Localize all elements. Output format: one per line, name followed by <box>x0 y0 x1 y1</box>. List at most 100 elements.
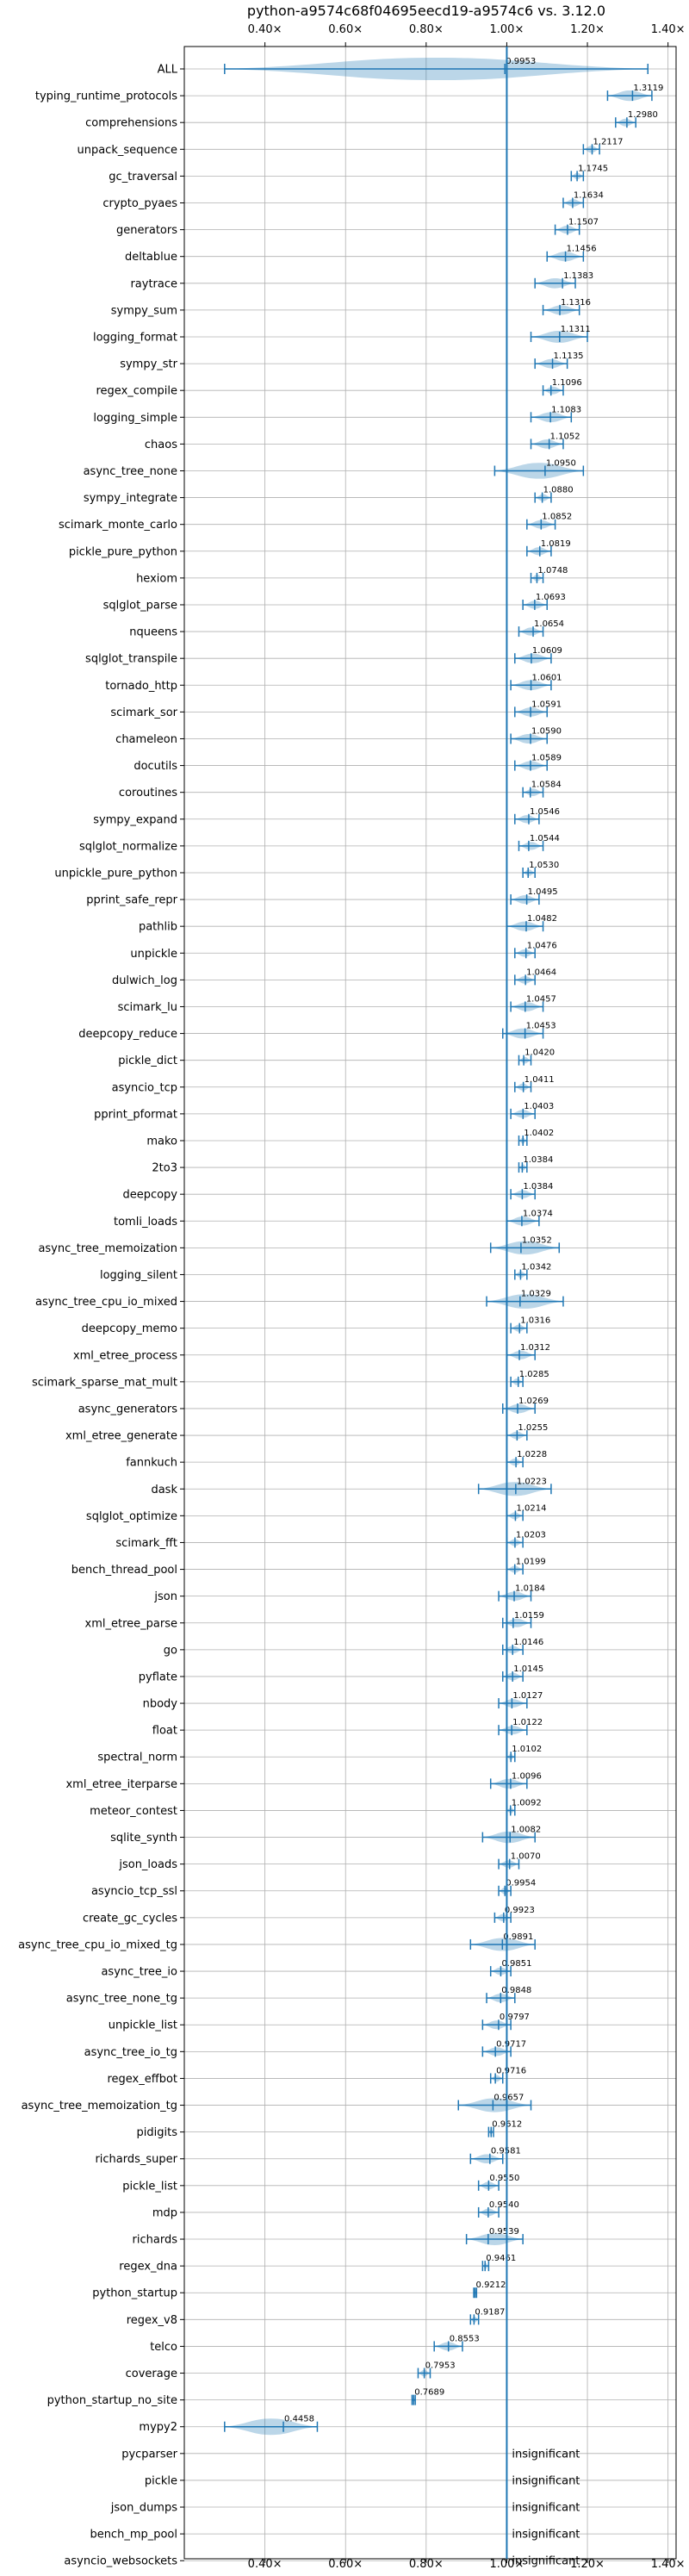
benchmark-label: coverage <box>126 2368 177 2380</box>
value-label: 1.0530 <box>529 861 559 870</box>
value-label: 1.0255 <box>518 1423 548 1433</box>
benchmark-label: logging_format <box>93 331 177 344</box>
benchmark-label: sympy_integrate <box>84 492 177 505</box>
benchmark-label: unpack_sequence <box>77 144 177 157</box>
benchmark-label: mdp <box>152 2206 177 2219</box>
axis-layer: 0.40× 0.40× 0.60× 0.60× 0.80× 0.80× 1.00× 1.00×… <box>18 23 685 2571</box>
benchmark-label: pickle <box>145 2474 177 2487</box>
benchmark-label: nqueens <box>129 626 177 639</box>
benchmark-label: unpickle <box>130 948 177 961</box>
benchmark-label: fannkuch <box>126 1457 177 1470</box>
value-label: 1.0544 <box>530 834 560 843</box>
benchmark-label: pickle_pure_python <box>69 545 177 558</box>
x-tick-label-top: 1.40× <box>651 23 686 36</box>
benchmark-label: crypto_pyaes <box>102 197 177 210</box>
value-label: 1.0122 <box>512 1718 543 1727</box>
benchmark-label: asyncio_websockets <box>64 2555 177 2568</box>
value-label: 1.1383 <box>563 271 593 281</box>
benchmark-label: scimark_fft <box>115 1537 177 1550</box>
value-label: 1.0203 <box>516 1530 546 1540</box>
benchmark-label: regex_v8 <box>127 2314 177 2327</box>
x-tick-label-top: 1.20× <box>570 23 605 36</box>
benchmark-label: float <box>152 1725 177 1738</box>
benchmark-label: deepcopy_reduce <box>78 1028 177 1041</box>
value-label: 0.9187 <box>475 2307 505 2317</box>
benchmark-label: unpickle_list <box>109 2019 177 2032</box>
benchmark-label: deepcopy <box>122 1189 177 1202</box>
benchmark-label: hexiom <box>136 572 177 585</box>
benchmark-label: sympy_str <box>120 358 177 371</box>
value-label: 0.9657 <box>493 2094 524 2103</box>
benchmark-label: deltablue <box>125 251 177 264</box>
value-label: 1.0127 <box>512 1691 543 1701</box>
insignificant-label: insignificant <box>512 2474 580 2487</box>
x-tick-label-top: 1.00× <box>490 23 525 36</box>
benchmark-label: async_tree_io_tg <box>84 2046 177 2059</box>
value-label: 1.0546 <box>530 807 560 817</box>
benchmark-label: spectral_norm <box>97 1752 177 1764</box>
benchmark-label: pprint_safe_repr <box>86 894 177 907</box>
benchmark-label: nbody <box>143 1698 178 1711</box>
value-label: 1.0403 <box>524 1102 554 1111</box>
benchmark-label: sympy_expand <box>93 813 177 826</box>
benchmark-label: async_tree_io <box>101 1966 177 1979</box>
benchmark-label: bench_mp_pool <box>90 2529 177 2542</box>
x-tick-label-bottom: 0.80× <box>409 2558 444 2571</box>
x-tick-label-bottom: 1.20× <box>570 2558 605 2571</box>
benchmark-label: unpickle_pure_python <box>54 867 177 880</box>
value-label: 0.9461 <box>486 2254 516 2263</box>
value-label: 1.2117 <box>593 137 624 146</box>
value-label: 1.1316 <box>561 298 591 308</box>
x-tick-label-bottom: 1.00× <box>490 2558 525 2571</box>
value-label: 1.0453 <box>526 1022 556 1031</box>
value-label: 1.0312 <box>520 1343 550 1353</box>
benchmark-label: scimark_lu <box>118 1001 177 1014</box>
value-label: 1.0184 <box>515 1584 545 1594</box>
value-label: 0.9953 <box>506 57 536 66</box>
value-label: 1.0269 <box>518 1397 549 1406</box>
value-label: 1.0411 <box>525 1075 555 1085</box>
insignificant-label: insignificant <box>512 2529 580 2542</box>
value-label: 0.4458 <box>284 2415 314 2424</box>
value-label: 1.0852 <box>542 513 572 522</box>
benchmark-label: async_tree_cpu_io_mixed <box>35 1296 177 1309</box>
benchmark-label: pickle_list <box>122 2180 177 2193</box>
value-label: 1.0654 <box>534 619 564 629</box>
benchmark-label: scimark_sparse_mat_mult <box>32 1376 177 1389</box>
benchmark-label: sqlglot_parse <box>103 599 177 612</box>
x-tick-label-bottom: 0.40× <box>248 2558 282 2571</box>
value-label: 1.1083 <box>551 405 581 414</box>
benchmark-label: async_tree_none_tg <box>66 1993 177 2006</box>
benchmark-label: async_tree_none <box>84 465 177 478</box>
value-label: 1.0092 <box>512 1798 542 1808</box>
benchmark-label: comprehensions <box>85 117 177 130</box>
benchmark-label: scimark_monte_carlo <box>59 519 177 532</box>
benchmark-label: scimark_sor <box>110 706 177 719</box>
value-label: 1.1135 <box>554 352 584 361</box>
value-label: 1.0159 <box>514 1611 544 1621</box>
value-label: 1.0214 <box>516 1503 546 1513</box>
x-tick-label-bottom: 0.60× <box>328 2558 363 2571</box>
value-label: 1.0070 <box>511 1852 541 1862</box>
benchmark-label: mypy2 <box>139 2421 177 2434</box>
benchmark-label: xml_etree_process <box>73 1349 177 1362</box>
benchmark-label: bench_thread_pool <box>71 1564 177 1577</box>
value-label: 1.0145 <box>513 1664 543 1674</box>
value-label: 1.0590 <box>531 726 562 736</box>
value-label: 0.9797 <box>500 2013 530 2022</box>
benchmark-label: pathlib <box>139 921 177 934</box>
benchmark-label: xml_etree_generate <box>65 1430 177 1443</box>
value-label: 0.9212 <box>476 2280 506 2290</box>
value-label: 1.0342 <box>521 1262 551 1272</box>
benchmark-label: richards_super <box>95 2153 177 2166</box>
x-tick-label-bottom: 1.40× <box>651 2558 686 2571</box>
benchmark-label: logging_simple <box>93 412 177 425</box>
value-label: 1.0228 <box>517 1450 547 1459</box>
benchmark-label: dulwich_log <box>112 974 177 987</box>
value-label: 1.0316 <box>520 1316 550 1326</box>
benchmark-label: deepcopy_memo <box>82 1322 177 1335</box>
value-label: 1.0352 <box>522 1235 552 1245</box>
insignificant-label: insignificant <box>512 2555 580 2568</box>
value-label: 1.0082 <box>511 1826 541 1835</box>
x-tick-label-top: 0.60× <box>328 23 363 36</box>
